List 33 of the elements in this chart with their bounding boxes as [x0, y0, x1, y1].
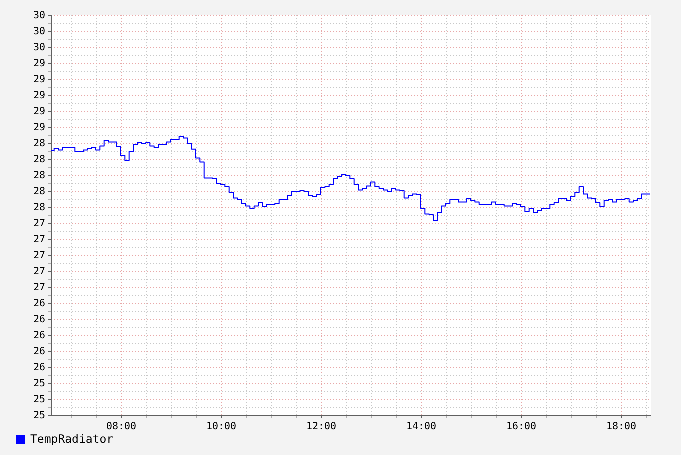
y-tick-label: 28 — [33, 202, 46, 214]
y-tick-label: 30 — [33, 10, 46, 22]
y-tick-label: 26 — [33, 346, 46, 358]
x-tick-label: 12:00 — [306, 422, 337, 432]
y-tick-label: 29 — [33, 74, 46, 86]
y-tick-label: 29 — [33, 106, 46, 118]
y-tick-label: 25 — [33, 410, 46, 422]
y-tick-label: 27 — [33, 218, 46, 230]
y-tick-label: 25 — [33, 394, 46, 406]
y-tick-label: 26 — [33, 298, 46, 310]
y-tick-label: 28 — [33, 186, 46, 198]
x-tick-label: 16:00 — [506, 422, 537, 432]
y-tick-label: 26 — [33, 314, 46, 326]
y-tick-label: 26 — [33, 362, 46, 374]
legend-label: TempRadiator — [30, 432, 114, 446]
y-tick-label: 29 — [33, 90, 46, 102]
y-tick-label: 29 — [33, 58, 46, 70]
y-tick-label: 27 — [33, 234, 46, 246]
y-tick-label: 27 — [33, 266, 46, 278]
y-tick-label: 28 — [33, 138, 46, 150]
x-tick-label: 10:00 — [206, 422, 237, 432]
x-tick-label: 14:00 — [406, 422, 437, 432]
x-tick-label: 08:00 — [106, 422, 137, 432]
x-tick-label: 18:00 — [606, 422, 637, 432]
y-tick-label: 30 — [33, 42, 46, 54]
y-tick-label: 29 — [33, 122, 46, 134]
y-tick-label: 25 — [33, 378, 46, 390]
y-tick-label: 28 — [33, 170, 46, 182]
y-tick-label: 28 — [33, 154, 46, 166]
y-tick-label: 26 — [33, 330, 46, 342]
y-tick-label: 27 — [33, 282, 46, 294]
y-tick-label: 27 — [33, 250, 46, 262]
y-tick-label: 30 — [33, 26, 46, 38]
